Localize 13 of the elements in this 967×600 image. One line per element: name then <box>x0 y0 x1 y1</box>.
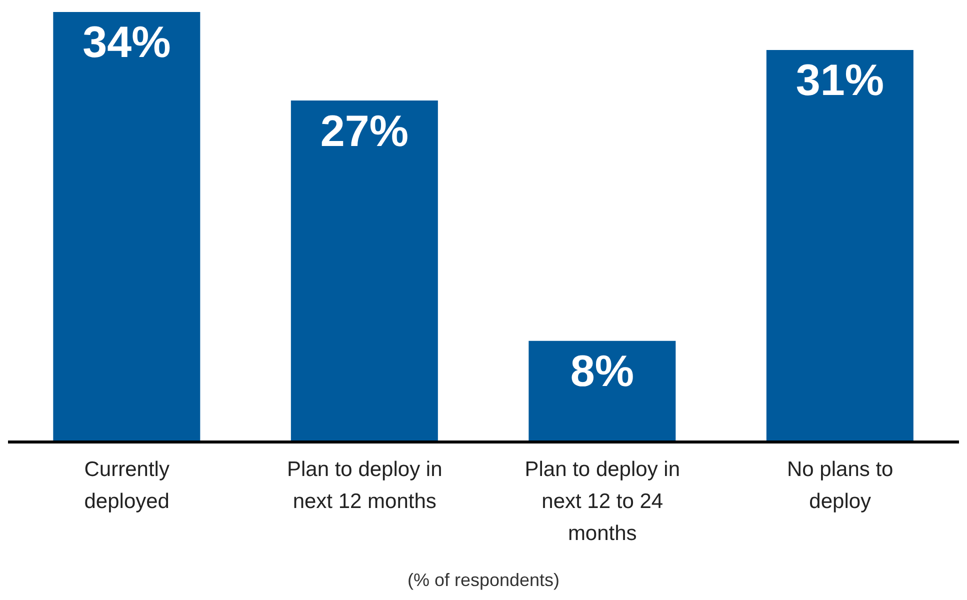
bar <box>528 340 676 442</box>
x-tick-label: No plans to deploy <box>787 458 894 513</box>
bar <box>766 50 914 442</box>
bar <box>53 12 200 442</box>
data-label: 34% <box>82 18 171 68</box>
x-tick-label: Currently deployed <box>84 458 170 513</box>
data-label: 8% <box>570 347 634 396</box>
x-tick-label: Plan to deploy in next 12 months <box>286 458 442 513</box>
x-tick-label: Plan to deploy in next 12 to 24 months <box>524 458 680 545</box>
data-label: 27% <box>320 106 408 156</box>
x-axis-title: (% of respondents) <box>407 570 560 590</box>
data-label: 31% <box>796 56 884 106</box>
bar <box>290 100 438 442</box>
